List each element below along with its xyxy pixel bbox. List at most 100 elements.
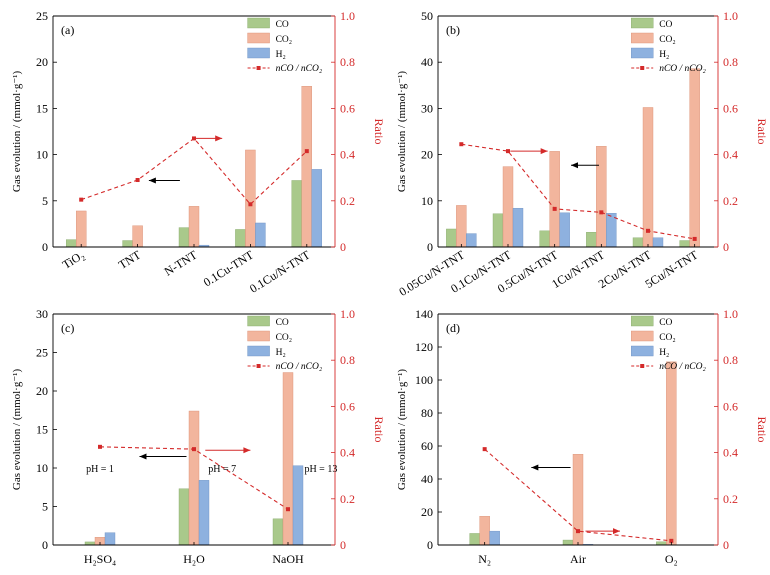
ratio-tick-label-0: 0 xyxy=(723,240,729,254)
ratio-point-0 xyxy=(79,197,84,202)
y-tick-label-3: 15 xyxy=(36,423,48,437)
bar-co-1 xyxy=(562,539,574,546)
bar-co2-1 xyxy=(132,225,143,248)
ratio-tick-label-4: 0.8 xyxy=(723,353,738,367)
arrow-head-0 xyxy=(540,148,548,155)
bar-co-0 xyxy=(65,239,77,248)
y-tick-label-3: 30 xyxy=(421,101,433,115)
bar-h2-0 xyxy=(466,233,477,248)
legend-swatch-1 xyxy=(631,330,654,342)
legend-swatch-2 xyxy=(631,47,654,59)
bar-co-0 xyxy=(469,533,480,546)
ratio-point-1 xyxy=(192,447,196,452)
bar-co2-3 xyxy=(245,149,256,248)
ratio-tick-label-3: 0.6 xyxy=(340,399,355,413)
ratio-point-2 xyxy=(669,538,674,543)
legend-label-3: nCO / nCO₂ xyxy=(659,64,706,74)
legend: CO CO₂ H₂ nCO / nCO₂ xyxy=(631,17,706,74)
bar-co2-2 xyxy=(549,151,560,248)
note-2: pH = 13 xyxy=(304,464,337,475)
y-tick-label-4: 80 xyxy=(421,406,433,420)
legend-swatch-1 xyxy=(247,330,270,342)
category-label-1: Air xyxy=(570,552,586,566)
panel-label: (c) xyxy=(61,321,74,335)
ratio-tick-label-5: 1.0 xyxy=(340,9,355,23)
legend-label-1: CO₂ xyxy=(276,35,293,45)
bar-h2-4 xyxy=(311,169,322,248)
legend-label-1: CO₂ xyxy=(276,333,293,343)
legend: CO CO₂ H₂ nCO / nCO₂ xyxy=(631,315,706,372)
y-tick-label-0: 0 xyxy=(427,538,433,552)
ratio-tick-label-3: 0.6 xyxy=(723,101,738,115)
y-tick-label-0: 0 xyxy=(427,240,433,254)
category-label-2: NaOH xyxy=(272,552,304,566)
legend-label-2: H₂ xyxy=(659,348,669,358)
category-label-2: N-TNT xyxy=(162,247,201,278)
ratio-tick-label-2: 0.4 xyxy=(723,446,738,460)
bar-co2-3 xyxy=(596,146,607,248)
ratio-tick-label-1: 0.2 xyxy=(340,492,355,506)
panel-1: 0102030405000.20.40.60.81.00.05Cu/N-TNT0… xyxy=(396,9,769,299)
legend-swatch-2 xyxy=(247,47,270,59)
ratio-point-0 xyxy=(482,447,487,452)
y-tick-label-5: 25 xyxy=(36,9,48,23)
ratio-tick-label-3: 0.6 xyxy=(723,399,738,413)
legend-swatch-2 xyxy=(631,345,654,357)
arrow-head-1 xyxy=(215,135,223,142)
ratio-tick-label-5: 1.0 xyxy=(723,307,738,321)
ratio-axis-title: Ratio xyxy=(372,417,386,443)
y-axis-title: Gas evolution / (mmol·g⁻¹) xyxy=(396,71,408,193)
ratio-tick-label-2: 0.4 xyxy=(723,148,738,162)
ratio-point-2 xyxy=(286,507,290,512)
y-tick-label-1: 5 xyxy=(42,194,48,208)
legend-label-0: CO xyxy=(659,20,672,30)
y-tick-label-4: 40 xyxy=(421,55,433,69)
y-tick-label-4: 20 xyxy=(36,384,48,398)
legend-label-0: CO xyxy=(276,318,289,328)
panel-label: (a) xyxy=(61,23,74,37)
ratio-point-1 xyxy=(135,178,140,183)
panel-label: (b) xyxy=(446,23,460,37)
y-tick-label-2: 20 xyxy=(421,148,433,162)
bar-co-5 xyxy=(679,240,690,248)
bar-co-0 xyxy=(446,228,457,248)
arrow-head-1 xyxy=(571,162,578,169)
ratio-point-1 xyxy=(576,529,580,534)
legend-ratio-marker xyxy=(640,364,645,368)
ratio-tick-label-4: 0.8 xyxy=(340,353,355,367)
ratio-tick-label-5: 1.0 xyxy=(340,307,355,321)
panel-label: (d) xyxy=(446,321,460,335)
ratio-axis-title: Ratio xyxy=(372,119,386,145)
ratio-point-0 xyxy=(98,444,102,449)
legend-swatch-0 xyxy=(631,315,654,327)
bar-co2-2 xyxy=(666,361,677,546)
ratio-line xyxy=(81,137,308,206)
bar-co2-2 xyxy=(282,372,294,546)
ratio-point-3 xyxy=(248,202,253,207)
ratio-line xyxy=(461,143,695,240)
bar-h2-0 xyxy=(489,530,500,546)
bar-h2-1 xyxy=(198,480,210,546)
legend-label-2: H₂ xyxy=(276,50,286,60)
ratio-tick-label-0: 0 xyxy=(723,538,729,552)
y-tick-label-0: 0 xyxy=(42,538,48,552)
y-tick-label-0: 0 xyxy=(42,240,48,254)
ratio-tick-label-4: 0.8 xyxy=(340,55,355,69)
bar-co2-2 xyxy=(188,206,200,248)
arrow-head-0 xyxy=(139,453,147,460)
legend-label-0: CO xyxy=(659,318,672,328)
bar-co2-4 xyxy=(301,86,312,248)
arrow-head-0 xyxy=(148,177,156,184)
bar-co-4 xyxy=(291,180,302,248)
legend-label-0: CO xyxy=(276,20,289,30)
ratio-tick-label-4: 0.8 xyxy=(723,55,738,69)
panel-2: 0 5 10 15 20 25 30 0 0.2 0.4 0.6 0.8 1.0 H₂SO₄ H₂O NaOH… xyxy=(11,307,386,566)
category-label-1: H₂O xyxy=(183,552,205,566)
y-tick-label-2: 40 xyxy=(421,472,433,486)
ratio-point-2 xyxy=(552,206,557,211)
y-tick-label-3: 15 xyxy=(36,101,48,115)
y-tick-label-6: 30 xyxy=(36,307,48,321)
category-label-1: TNT xyxy=(116,247,144,272)
arrow-head-1 xyxy=(613,528,620,535)
note-1: pH = 7 xyxy=(208,464,236,475)
